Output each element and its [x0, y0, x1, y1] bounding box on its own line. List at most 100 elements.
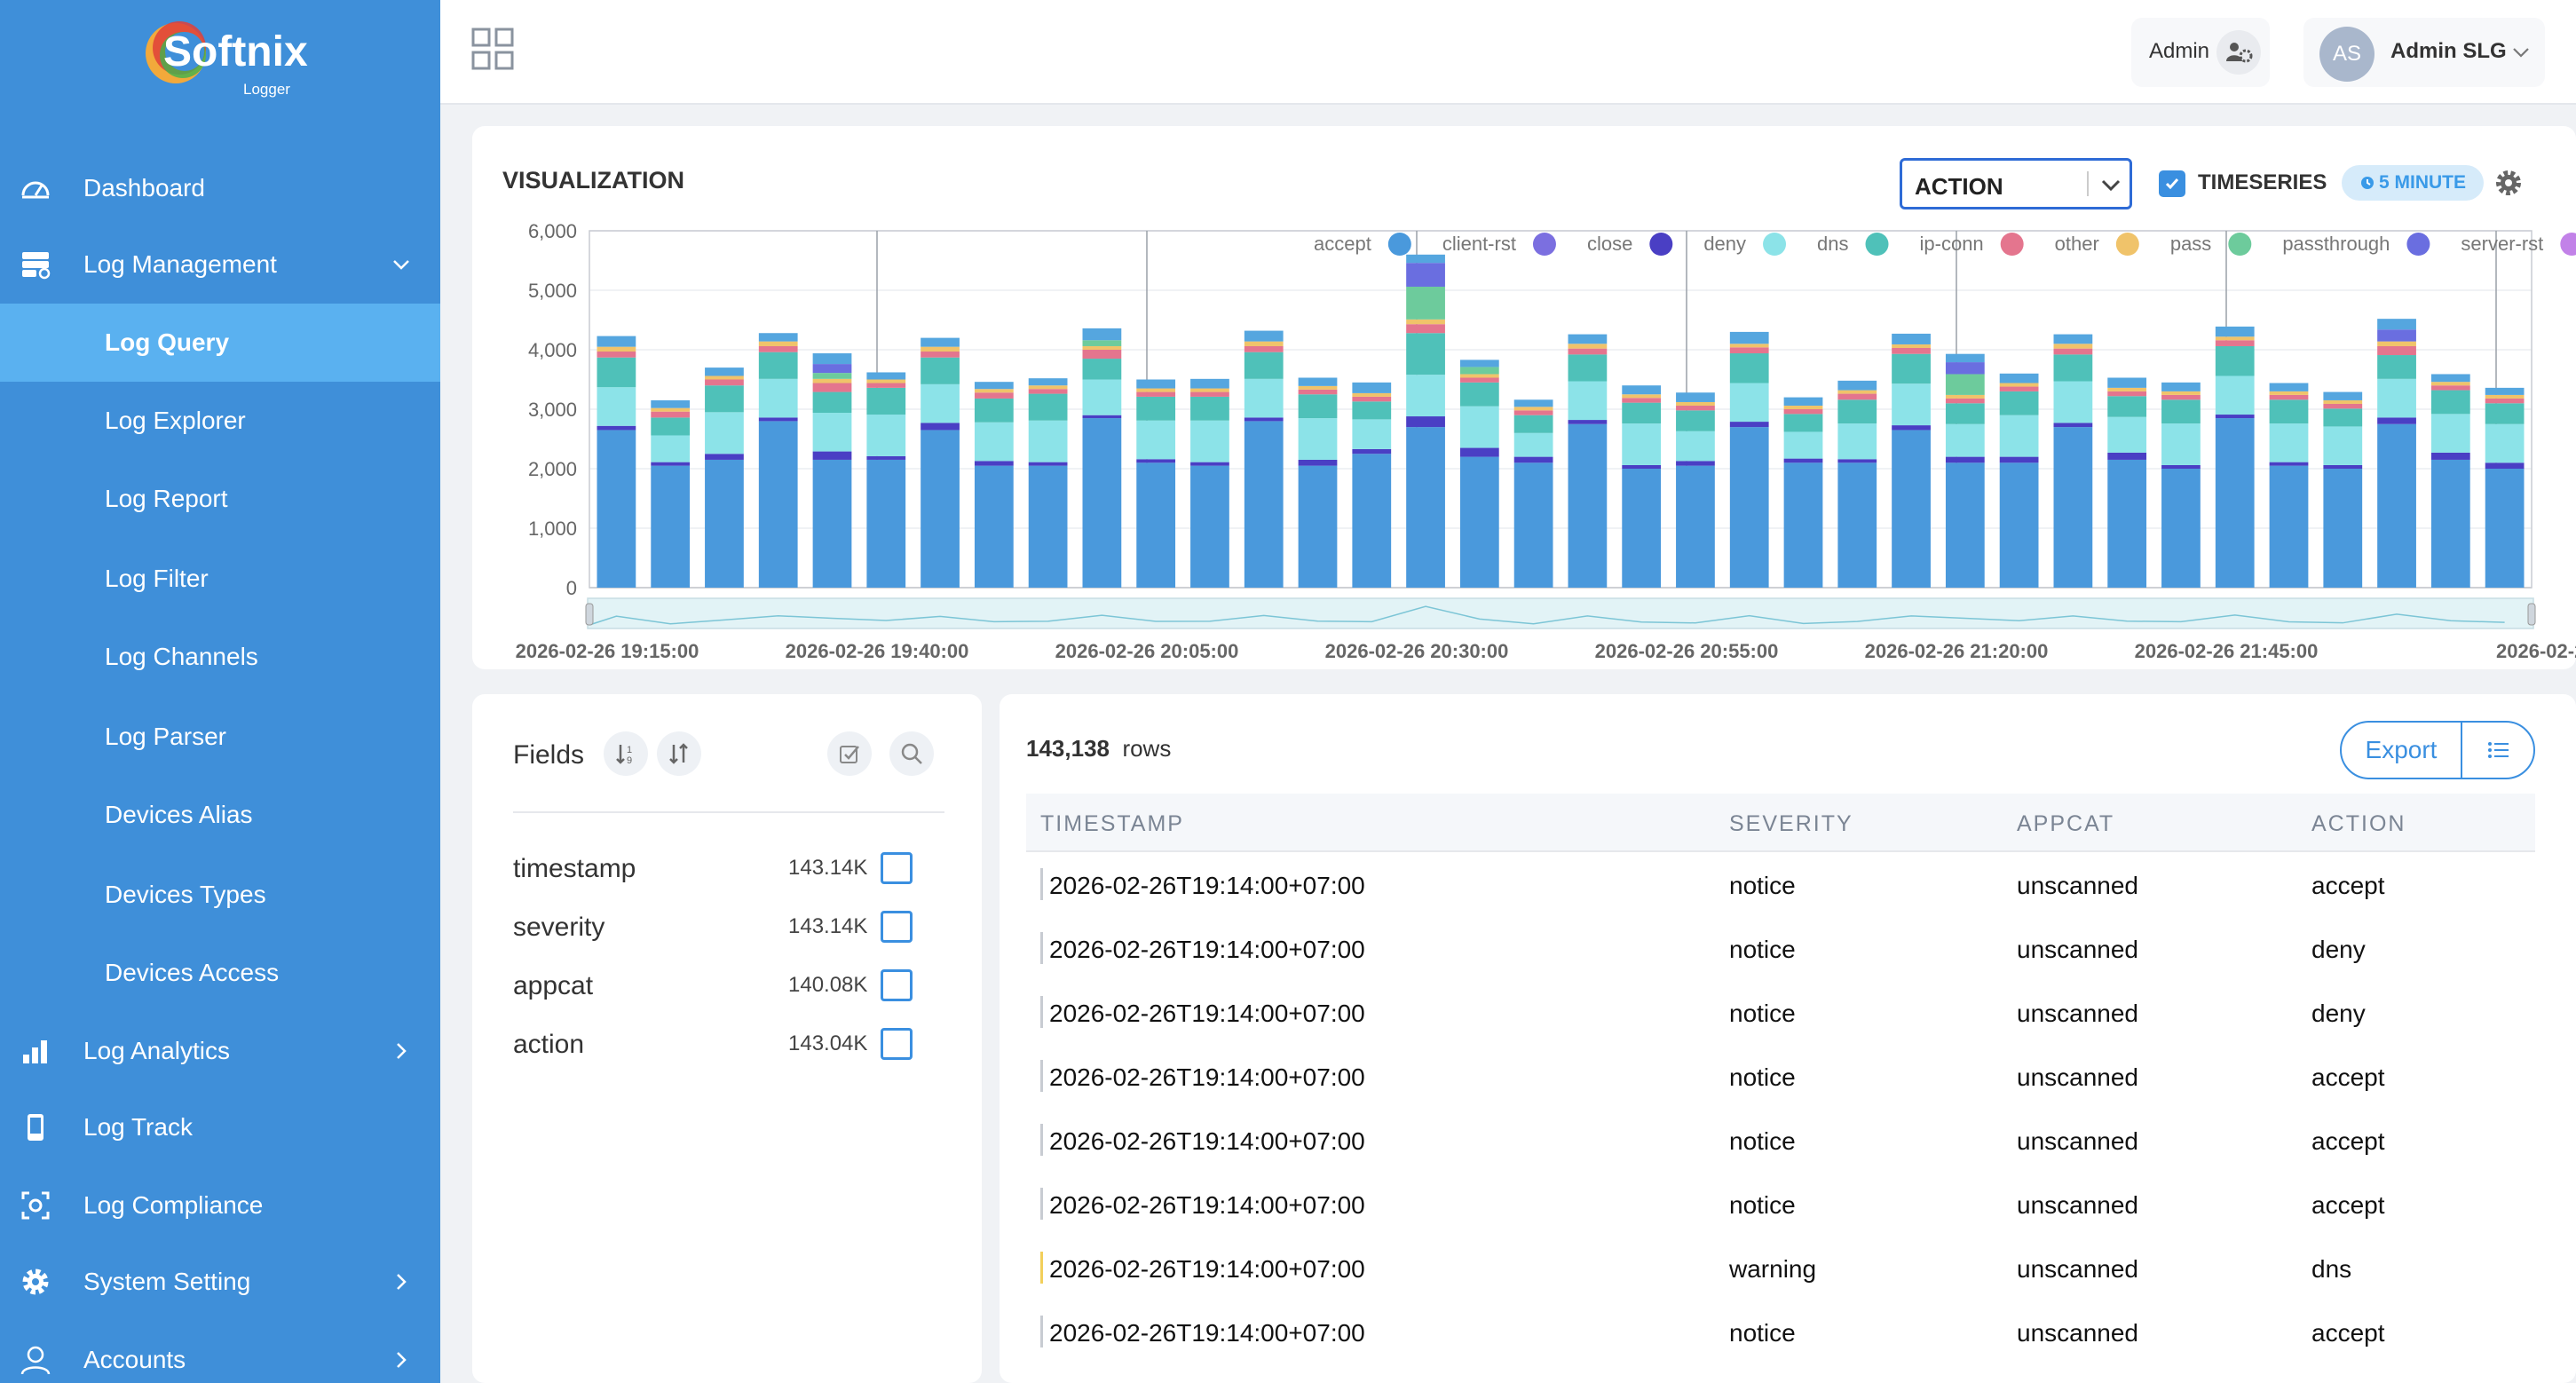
bar-segment-other[interactable]	[1676, 401, 1715, 406]
bar-segment-timeout[interactable]	[705, 367, 744, 376]
field-checkbox[interactable]	[881, 969, 913, 1001]
sidebar-item-log-analytics[interactable]: Log Analytics	[0, 1012, 440, 1090]
bar-segment-close[interactable]	[705, 454, 744, 460]
bar-segment-accept[interactable]	[1352, 454, 1392, 588]
bar-segment-ip-conn[interactable]	[1676, 405, 1715, 411]
bar-segment-close[interactable]	[1568, 420, 1608, 424]
bar-segment-close[interactable]	[651, 462, 691, 466]
bar-segment-deny[interactable]	[1999, 415, 2039, 457]
bar-segment-ip-conn[interactable]	[1783, 409, 1823, 415]
column-header-appcat[interactable]: APPCAT	[2017, 811, 2115, 836]
table-row[interactable]: 2026-02-26T19:14:00+07:00 warning unscan…	[1026, 1236, 2535, 1300]
timeseries-checkbox[interactable]	[2159, 170, 2185, 197]
bar-segment-dns[interactable]	[1676, 410, 1715, 431]
bar-segment-deny[interactable]	[1945, 423, 1985, 457]
field-checkbox[interactable]	[881, 852, 913, 884]
bar-segment-accept[interactable]	[2107, 459, 2147, 588]
grid-icon[interactable]	[470, 27, 515, 71]
bar-segment-accept[interactable]	[597, 430, 636, 588]
bar-segment-dns[interactable]	[1082, 359, 1122, 380]
bar-segment-close[interactable]	[1513, 456, 1553, 463]
bar-segment-ip-conn[interactable]	[2485, 398, 2525, 404]
bar-segment-deny[interactable]	[921, 383, 960, 423]
bar-segment-deny[interactable]	[1622, 423, 1662, 465]
bar-segment-dns[interactable]	[1783, 414, 1823, 432]
bar-segment-deny[interactable]	[2161, 423, 2201, 465]
bar-segment-ip-conn[interactable]	[651, 411, 691, 418]
bar-segment-ip-conn[interactable]	[758, 345, 798, 352]
bar-segment-accept[interactable]	[1622, 469, 1662, 588]
bar-segment-accept[interactable]	[1298, 465, 1338, 588]
bar-segment-ip-conn[interactable]	[2053, 348, 2093, 355]
bar-segment-deny[interactable]	[1783, 431, 1823, 459]
bar-segment-timeout[interactable]	[1459, 360, 1499, 367]
bar-segment-accept[interactable]	[1190, 465, 1229, 588]
bar-segment-other[interactable]	[2430, 382, 2470, 386]
zoom-brush[interactable]	[587, 597, 2534, 629]
bar-segment-timeout[interactable]	[921, 337, 960, 347]
table-row[interactable]: 2026-02-26T19:14:00+07:00 notice unscann…	[1026, 852, 2535, 916]
bar-segment-close[interactable]	[2215, 415, 2255, 419]
admin-menu[interactable]: Admin	[2131, 18, 2270, 87]
bar-segment-close[interactable]	[2485, 462, 2525, 469]
bar-segment-accept[interactable]	[2269, 465, 2309, 588]
bar-segment-dns[interactable]	[2269, 399, 2309, 424]
bar-segment-ip-conn[interactable]	[1190, 391, 1229, 397]
bar-segment-other[interactable]	[921, 346, 960, 352]
bar-segment-accept[interactable]	[2323, 469, 2363, 588]
zoom-handle-left[interactable]	[585, 603, 594, 626]
bar-segment-timeout[interactable]	[2323, 391, 2363, 400]
table-row[interactable]: 2026-02-26T19:14:00+07:00 notice unscann…	[1026, 1044, 2535, 1108]
field-item-action[interactable]: action 143.04K	[513, 1021, 939, 1065]
bar-segment-close[interactable]	[2107, 452, 2147, 460]
bar-segment-close[interactable]	[2377, 417, 2416, 424]
bar-segment-dns[interactable]	[1729, 353, 1769, 383]
bar-segment-dns[interactable]	[812, 391, 852, 414]
bar-segment-close[interactable]	[1459, 447, 1499, 457]
user-menu[interactable]: AS Admin SLG	[2303, 18, 2545, 87]
sidebar-item-dashboard[interactable]: Dashboard	[0, 149, 440, 227]
bar-segment-deny[interactable]	[651, 435, 691, 462]
bar-segment-dns[interactable]	[866, 387, 906, 415]
bar-segment-other[interactable]	[1892, 344, 1931, 348]
bar-segment-other[interactable]	[1513, 407, 1553, 411]
bar-segment-deny[interactable]	[974, 422, 1014, 462]
bar-segment-accept[interactable]	[1459, 456, 1499, 588]
bar-segment-deny[interactable]	[1568, 381, 1608, 421]
softnix-logo[interactable]: Softnix Logger	[140, 7, 309, 99]
bar-segment-ip-conn[interactable]	[2269, 394, 2309, 400]
bar-segment-timeout[interactable]	[758, 333, 798, 342]
bar-segment-other[interactable]	[2485, 394, 2525, 399]
table-row[interactable]: 2026-02-26T19:14:00+07:00 notice unscann…	[1026, 1108, 2535, 1172]
sidebar-item-accounts[interactable]: Accounts	[0, 1321, 440, 1383]
bar-segment-dns[interactable]	[974, 398, 1014, 423]
bar-segment-accept[interactable]	[974, 465, 1014, 588]
sort-count-button[interactable]	[657, 731, 701, 776]
bar-segment-other[interactable]	[705, 375, 744, 380]
bar-segment-deny[interactable]	[812, 413, 852, 452]
sidebar-item-log-explorer[interactable]: Log Explorer	[0, 382, 440, 460]
bar-segment-dns[interactable]	[1459, 382, 1499, 407]
bar-segment-accept[interactable]	[2430, 459, 2470, 588]
legend-marker[interactable]	[1649, 233, 1673, 256]
bar-segment-other[interactable]	[758, 341, 798, 346]
sidebar-item-log-compliance[interactable]: Log Compliance	[0, 1166, 440, 1245]
bar-segment-other[interactable]	[1783, 405, 1823, 409]
column-list-button[interactable]	[2462, 723, 2533, 778]
interval-badge[interactable]: 5 MINUTE	[2342, 165, 2484, 201]
legend-marker[interactable]	[2000, 233, 2024, 256]
group-by-select[interactable]: ACTION	[1900, 158, 2132, 209]
sidebar-item-system-setting[interactable]: System Setting	[0, 1243, 440, 1321]
bar-segment-dns[interactable]	[1190, 396, 1229, 421]
legend-marker[interactable]	[2228, 233, 2252, 256]
bar-segment-deny[interactable]	[2215, 375, 2255, 415]
legend-marker[interactable]	[2115, 233, 2139, 256]
bar-segment-accept[interactable]	[866, 459, 906, 588]
bar-segment-timeout[interactable]	[2430, 374, 2470, 383]
bar-segment-close[interactable]	[1837, 459, 1877, 463]
bar-segment-other[interactable]	[812, 378, 852, 383]
bar-segment-close[interactable]	[2430, 452, 2470, 460]
bar-segment-accept[interactable]	[651, 465, 691, 588]
bar-segment-ip-conn[interactable]	[974, 392, 1014, 399]
bar-segment-deny[interactable]	[2323, 426, 2363, 465]
